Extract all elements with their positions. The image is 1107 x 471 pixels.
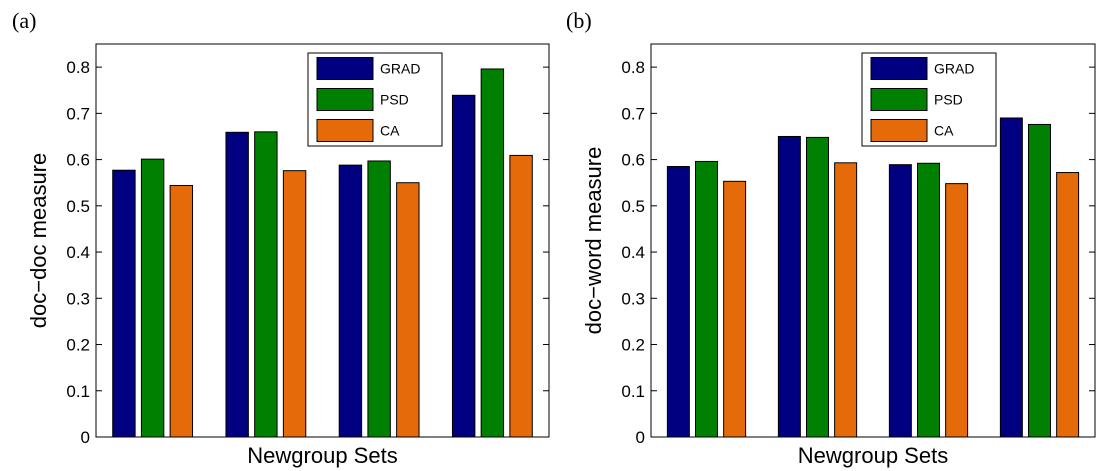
y-tick-label: 0.8 [621, 58, 645, 77]
bar-psd-3 [1028, 123, 1051, 438]
legend-label-grad: GRAD [380, 61, 420, 77]
bar-grad-3 [451, 94, 476, 438]
x-axis-label: Newgroup Sets [247, 443, 397, 468]
bar-grad-2 [338, 164, 363, 438]
y-tick-label: 0.1 [66, 382, 90, 401]
bar-grad-0 [112, 169, 136, 438]
y-tick-label: 0.8 [66, 58, 90, 77]
panel-label: (b) [566, 8, 592, 33]
legend-swatch-psd [870, 88, 928, 111]
bar-grad-1 [225, 131, 249, 438]
x-axis-label: Newgroup Sets [798, 443, 948, 468]
y-axis-label: doc−word measure [581, 147, 606, 335]
legend-swatch-ca [316, 119, 374, 142]
y-tick-label: 0.6 [66, 151, 90, 170]
legend-swatch-grad [316, 57, 374, 80]
legend-swatch-grad [870, 57, 928, 80]
y-tick-label: 0 [636, 428, 645, 447]
y-tick-label: 0.2 [621, 336, 645, 355]
y-tick-label: 0.5 [66, 197, 90, 216]
y-tick-label: 0.5 [621, 197, 645, 216]
y-tick-label: 0.6 [621, 151, 645, 170]
y-tick-label: 0.7 [66, 104, 90, 123]
axes-frame [95, 43, 550, 438]
y-axis-label: doc−doc measure [26, 153, 51, 329]
legend-label-grad: GRAD [934, 61, 974, 77]
legend-label-ca: CA [380, 123, 400, 139]
bar-ca-3 [509, 154, 533, 438]
bar-grad-0 [666, 166, 690, 438]
legend-swatch-ca [870, 119, 928, 142]
legend: GRAD PSD CA [861, 52, 997, 147]
axes-frame [650, 43, 1096, 438]
bar-ca-1 [282, 170, 307, 438]
bar-psd-0 [140, 158, 165, 438]
y-tick-label: 0.2 [66, 336, 90, 355]
bar-ca-3 [1056, 172, 1080, 438]
bar-ca-0 [169, 184, 194, 438]
y-tick-label: 0.4 [66, 243, 90, 262]
bar-psd-2 [917, 162, 940, 438]
bar-psd-2 [367, 160, 391, 438]
y-tick-label: 0 [81, 428, 90, 447]
y-tick-label: 0.3 [66, 289, 90, 308]
bar-psd-1 [806, 136, 829, 438]
bar-ca-2 [396, 182, 420, 438]
legend-label-psd: PSD [380, 92, 409, 108]
legend-label-ca: CA [934, 123, 954, 139]
bar-grad-3 [999, 117, 1023, 438]
bar-ca-2 [945, 183, 969, 438]
bar-grad-1 [777, 135, 801, 438]
legend-swatch-psd [316, 88, 374, 111]
y-tick-label: 0.7 [621, 104, 645, 123]
bar-grad-2 [888, 164, 912, 438]
bar-ca-1 [834, 162, 858, 438]
y-tick-label: 0.4 [621, 243, 645, 262]
bar-psd-3 [480, 68, 505, 438]
bar-ca-0 [723, 180, 747, 438]
legend: GRAD PSD CA [307, 52, 443, 147]
bar-psd-0 [695, 160, 718, 438]
y-tick-label: 0.1 [621, 382, 645, 401]
chart-panel-a: (a) 0 0.1 0.2 0.3 0.4 0.5 0.6 0.7 0.8 Newgroup Set… [12, 8, 550, 468]
y-tick-label: 0.3 [621, 289, 645, 308]
legend-label-psd: PSD [934, 92, 963, 108]
chart-panel-b: (b) 0 0.1 0.2 0.3 0.4 0.5 0.6 0.7 0.8 Newgroup Set… [566, 8, 1096, 468]
bar-psd-1 [254, 131, 278, 438]
panel-label: (a) [12, 8, 36, 33]
